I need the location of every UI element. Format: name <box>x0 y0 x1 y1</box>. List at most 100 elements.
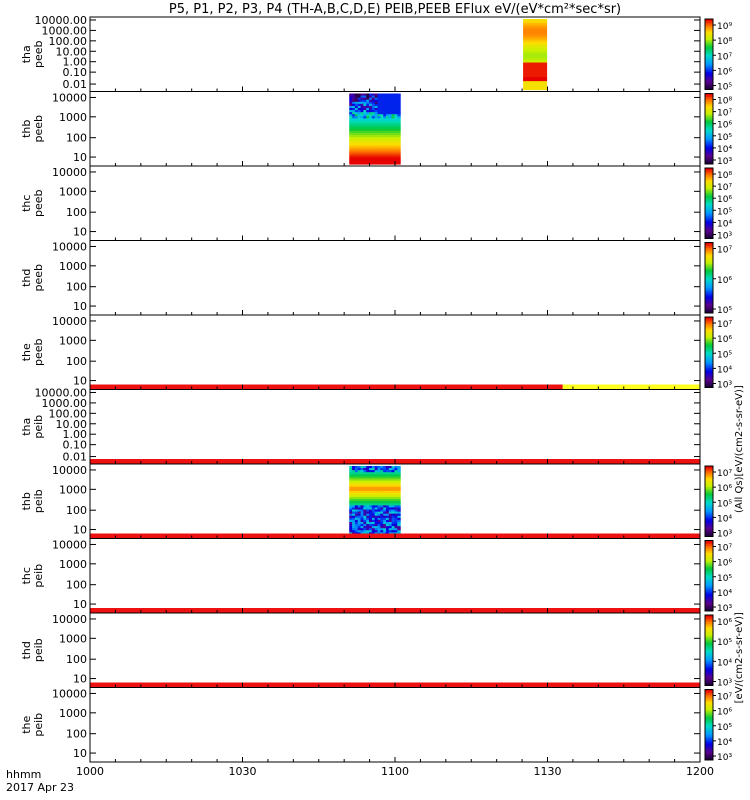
spectrogram-cell <box>543 74 546 78</box>
spectrogram-cell <box>394 501 398 504</box>
spectrogram-cell <box>377 472 381 475</box>
spectrogram-cell <box>533 50 536 53</box>
spectrogram-cell <box>383 97 387 101</box>
spectrogram-cell <box>397 501 401 504</box>
spectrogram-cell <box>366 501 370 504</box>
colorbar-cell <box>705 644 713 648</box>
spectrogram-cell <box>541 87 544 91</box>
spectrogram-cell <box>545 33 548 37</box>
spectrogram-cell <box>374 122 379 126</box>
colorbar-tick-label: 10⁷ <box>717 693 732 703</box>
spectrogram-cell <box>371 147 376 151</box>
spectrogram-cell <box>374 145 379 149</box>
spectrogram-cell <box>543 35 546 39</box>
colorbar-cell <box>705 745 713 749</box>
spectrogram-cell <box>541 56 544 59</box>
spectrogram-cell <box>360 490 364 494</box>
spectrogram-cell <box>383 114 387 117</box>
spectrogram-cell <box>349 116 353 119</box>
spectrogram-cell <box>377 114 381 117</box>
spectrogram-cell <box>391 149 396 153</box>
spectrogram-cell <box>383 507 387 511</box>
spectrogram-cell <box>363 132 367 136</box>
spectrogram-cell <box>532 68 535 72</box>
spectrogram-cell <box>530 72 533 76</box>
spectrogram-cell <box>374 472 379 475</box>
spectrogram-cell <box>537 27 540 30</box>
spectrogram-cell <box>380 480 384 484</box>
colorbar-cell <box>705 352 713 355</box>
spectrogram-cell <box>357 118 362 122</box>
spectrogram-cell <box>380 124 384 128</box>
spectrogram-cell <box>541 54 544 57</box>
spectrogram-cell <box>357 492 362 496</box>
spectrogram-cell <box>539 41 542 45</box>
spectrogram-cell <box>536 50 538 53</box>
spectrogram-cell <box>366 526 370 529</box>
spectrogram-cell <box>542 43 545 47</box>
spectrogram-cell <box>354 528 359 531</box>
spectrogram-cell <box>541 45 544 49</box>
spectrogram-cell <box>371 524 376 527</box>
colorbar-cell <box>705 210 713 213</box>
spectrogram-cell <box>369 490 373 494</box>
spectrogram-cell <box>366 509 370 513</box>
spectrogram-cell <box>385 495 390 498</box>
spectrogram-cell <box>377 151 381 155</box>
spectrogram-cell <box>538 56 541 59</box>
spectrogram-cell <box>377 530 381 533</box>
colorbar-cell <box>705 738 713 742</box>
spectrogram-cell <box>383 147 387 151</box>
colorbar-cell <box>705 517 713 520</box>
spectrogram-cell <box>354 159 359 163</box>
spectrogram-cell <box>377 476 381 480</box>
spectrogram-cell <box>380 530 384 533</box>
spectrogram-cell <box>543 45 546 49</box>
spectrogram-cell <box>388 466 393 469</box>
spectrogram-cell <box>383 482 387 486</box>
spectrogram-cell <box>371 149 376 153</box>
y-axis-product-label: peeb <box>32 115 45 143</box>
spectrogram-cell <box>354 147 359 151</box>
spectrogram-cell <box>357 505 362 509</box>
spectrogram-cell <box>354 530 359 533</box>
spectrogram-cell <box>397 120 401 124</box>
spectrogram-cell <box>534 21 537 24</box>
colorbar-cell <box>705 531 713 534</box>
spectrogram-cell <box>388 509 393 513</box>
spectrogram-cell <box>388 132 393 136</box>
spectrogram-cell <box>366 105 370 109</box>
spectrogram-cell <box>388 497 393 500</box>
spectrogram-cell <box>374 488 379 492</box>
spectrogram-cell <box>397 130 401 134</box>
flag-band-red <box>90 384 563 390</box>
colorbar-cell <box>705 659 713 662</box>
y-tick-label: 10.00 <box>56 418 88 431</box>
spectrogram-cell <box>349 139 353 142</box>
spectrogram-cell <box>537 35 540 39</box>
spectrogram-cell <box>380 517 384 521</box>
spectrogram-cell <box>385 159 390 163</box>
spectrogram-cell <box>541 37 544 41</box>
spectrogram-cell <box>360 519 364 523</box>
y-axis-probe-label: thb <box>20 492 33 510</box>
spectrogram-cell <box>526 33 529 37</box>
spectrogram-cell <box>543 31 546 35</box>
spectrogram-cell <box>349 161 353 165</box>
spectrogram-cell <box>371 515 376 519</box>
spectrogram-block-hot-column <box>523 19 548 91</box>
spectrogram-cell <box>349 99 353 103</box>
spectrogram-cell <box>542 25 545 28</box>
colorbar-cell <box>705 673 713 676</box>
spectrogram-cell <box>525 87 528 91</box>
spectrogram-cell <box>352 143 356 146</box>
spectrogram-cell <box>539 70 542 74</box>
spectrogram-cell <box>360 526 364 529</box>
spectrogram-cell <box>357 143 362 146</box>
spectrogram-cell <box>349 526 353 529</box>
spectrogram-cell <box>394 108 398 111</box>
spectrogram-cell <box>369 521 373 525</box>
colorbar-cell <box>705 208 713 211</box>
y-tick-label: 10000 <box>52 687 87 700</box>
spectrogram-cell <box>524 74 527 78</box>
